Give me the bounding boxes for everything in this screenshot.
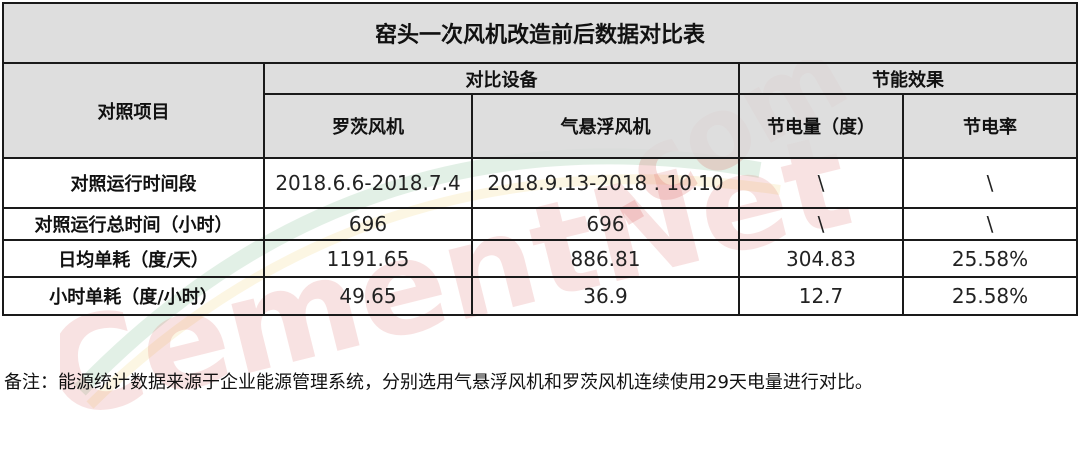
cell-saving-rate: 25.58%	[901, 276, 1079, 316]
cell-saving-amount: \	[738, 207, 904, 241]
row-label: 日均单耗（度/天）	[2, 239, 265, 278]
cell-saving-amount: \	[738, 157, 904, 209]
cell-fan-a: 2018.6.6-2018.7.4	[263, 157, 473, 209]
cell-fan-b: 696	[471, 207, 740, 241]
footnote: 备注：能源统计数据来源于企业能源管理系统，分别选用气悬浮风机和罗茨风机连续使用2…	[4, 372, 873, 393]
table-title: 窑头一次风机改造前后数据对比表	[1, 2, 1079, 64]
header-equipment-group: 对比设备	[263, 62, 740, 95]
row-label: 对照运行总时间（小时）	[2, 207, 265, 241]
header-saving-amount: 节电量（度）	[738, 93, 904, 159]
cell-fan-b: 2018.9.13-2018 . 10.10	[471, 157, 740, 209]
header-fan-b: 气悬浮风机	[471, 93, 740, 159]
cell-fan-a: 49.65	[263, 276, 473, 316]
cell-fan-b: 36.9	[471, 276, 740, 316]
table-row: 对照运行总时间（小时） 696 696 \ \	[2, 207, 1079, 241]
cell-saving-amount: 304.83	[738, 239, 904, 278]
table-row: 日均单耗（度/天） 1191.65 886.81 304.83 25.58%	[2, 239, 1079, 278]
cell-fan-a: 1191.65	[263, 239, 473, 278]
cell-saving-rate: \	[901, 207, 1079, 241]
cell-saving-rate: 25.58%	[901, 239, 1079, 278]
header-fan-a: 罗茨风机	[263, 93, 473, 159]
table-row: 对照运行时间段 2018.6.6-2018.7.4 2018.9.13-2018…	[2, 157, 1079, 209]
cell-fan-a: 696	[263, 207, 473, 241]
header-saving-rate: 节电率	[901, 93, 1079, 159]
cell-saving-rate: \	[901, 157, 1079, 209]
cell-fan-b: 886.81	[471, 239, 740, 278]
row-label: 小时单耗（度/小时）	[2, 276, 265, 316]
header-effect-group: 节能效果	[737, 62, 1079, 95]
table-row: 小时单耗（度/小时） 49.65 36.9 12.7 25.58%	[2, 276, 1079, 316]
cell-saving-amount: 12.7	[738, 276, 904, 316]
header-item: 对照项目	[2, 62, 265, 159]
row-label: 对照运行时间段	[2, 157, 265, 209]
comparison-table: 窑头一次风机改造前后数据对比表 对照项目 对比设备 节能效果 罗茨风机 气悬浮风…	[1, 2, 1079, 316]
